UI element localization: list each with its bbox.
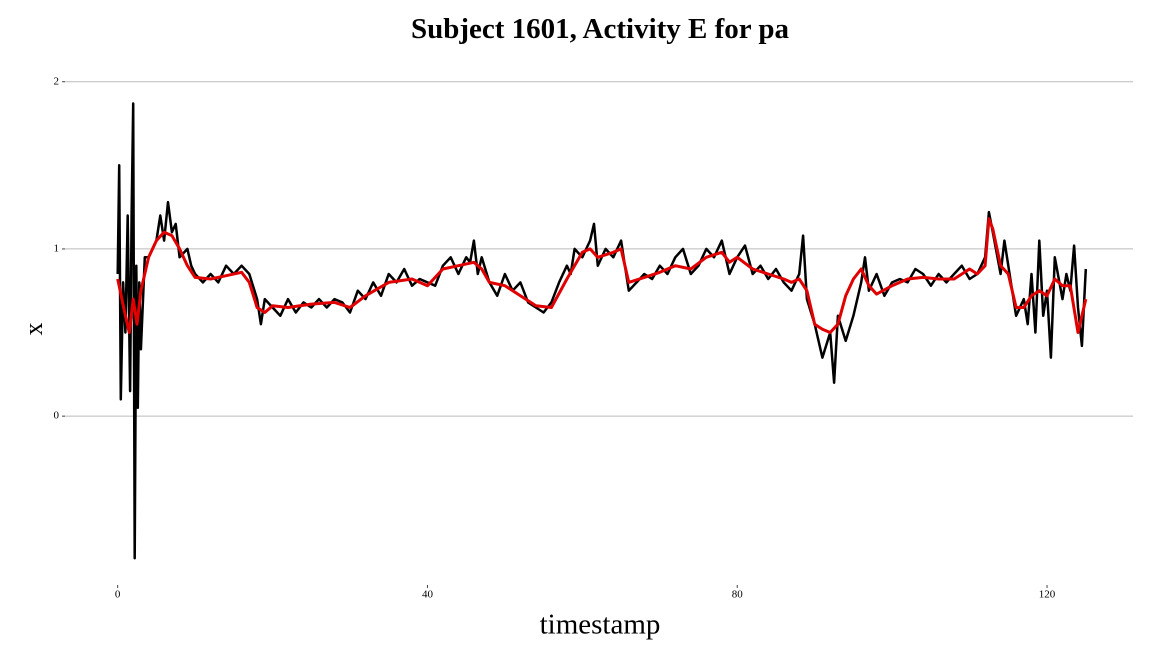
x-tick-label: 40 xyxy=(422,589,434,601)
y-axis-label: x xyxy=(19,323,48,336)
y-tick-label: 1 xyxy=(54,242,60,254)
x-tick-label: 80 xyxy=(732,589,744,601)
y-tick-label: 2 xyxy=(54,75,60,87)
x-tick-label: 0 xyxy=(115,589,121,601)
x-axis-label: timestamp xyxy=(540,609,661,641)
chart-title: Subject 1601, Activity E for pa xyxy=(411,13,790,45)
data-line xyxy=(116,102,1088,560)
y-tick-label: 0 xyxy=(54,410,60,422)
data-line xyxy=(116,217,1088,334)
x-tick-label: 120 xyxy=(1039,589,1056,601)
